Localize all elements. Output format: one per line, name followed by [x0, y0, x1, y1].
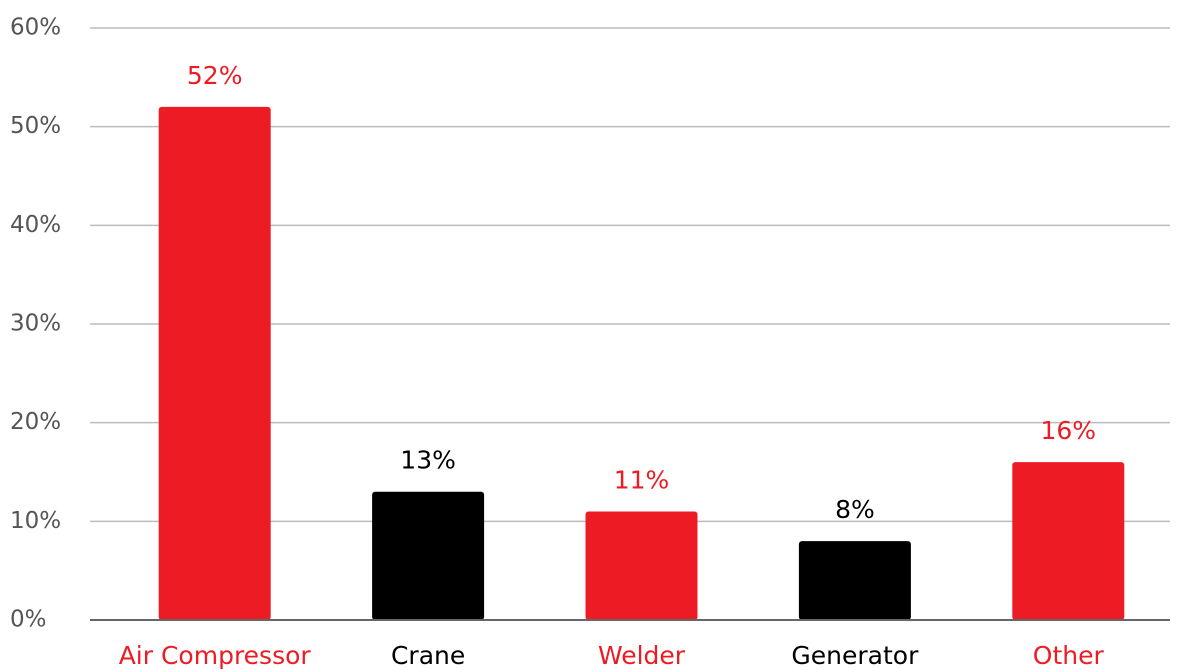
y-tick-label: 50% [10, 113, 61, 139]
y-tick-label: 0% [10, 607, 47, 633]
value-label: 16% [1041, 416, 1097, 445]
y-tick-label: 30% [10, 311, 61, 337]
x-tick-label: Generator [791, 641, 919, 670]
y-tick-label: 60% [10, 15, 61, 41]
x-tick-label: Welder [598, 641, 686, 670]
bar [798, 541, 911, 620]
x-tick-label: Other [1033, 641, 1105, 670]
y-tick-label: 10% [10, 508, 61, 534]
value-label: 52% [187, 61, 243, 90]
bar [372, 491, 485, 620]
bar [585, 511, 698, 620]
value-label: 8% [835, 495, 875, 524]
y-tick-label: 40% [10, 212, 61, 238]
x-tick-label: Air Compressor [119, 641, 312, 670]
x-tick-label: Crane [391, 641, 465, 670]
value-label: 13% [400, 446, 456, 475]
bar [158, 106, 271, 620]
y-tick-label: 20% [10, 409, 61, 435]
bar [1012, 462, 1125, 620]
value-label: 11% [614, 465, 670, 494]
